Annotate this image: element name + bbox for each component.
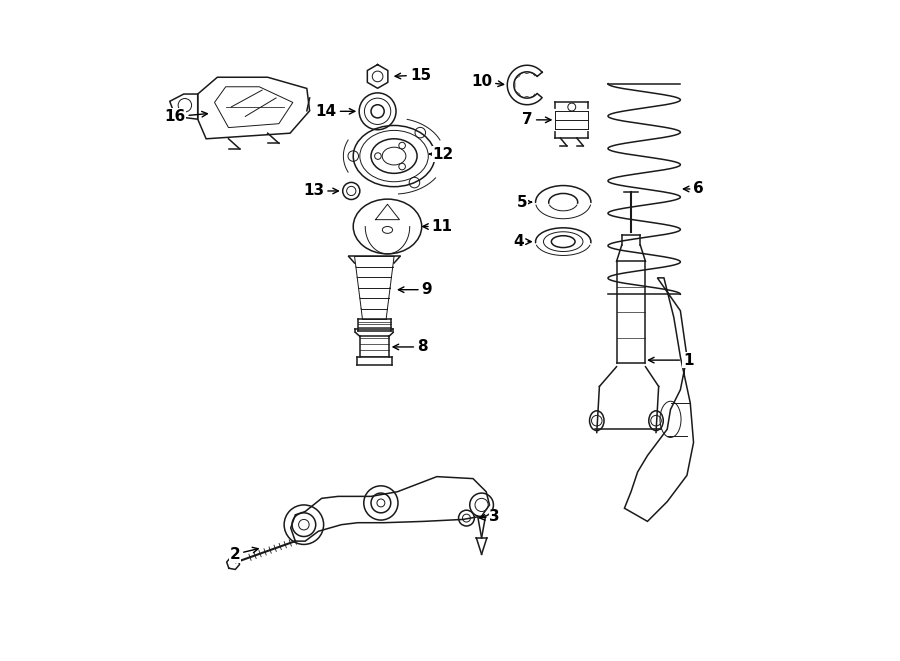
Text: 11: 11 [423,219,453,234]
Text: 2: 2 [230,547,258,562]
Text: 6: 6 [683,182,704,196]
Text: 7: 7 [522,112,551,128]
Text: 9: 9 [399,282,432,297]
Text: 3: 3 [480,509,500,524]
Text: 10: 10 [471,74,504,89]
Text: 15: 15 [395,67,431,83]
Text: 1: 1 [649,352,694,368]
Text: 5: 5 [518,194,532,210]
Text: 16: 16 [164,109,207,124]
Text: 8: 8 [393,340,428,354]
Text: 14: 14 [316,104,355,119]
Text: 13: 13 [303,184,338,198]
Text: 12: 12 [429,147,454,161]
Text: 4: 4 [514,234,531,249]
